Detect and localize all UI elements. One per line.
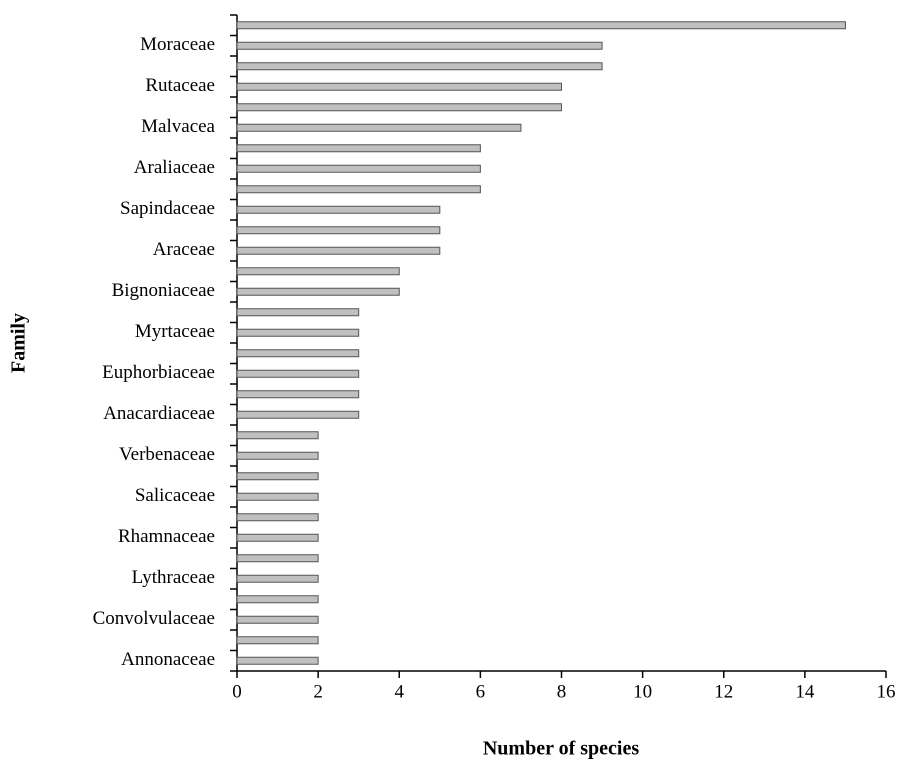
bar — [236, 267, 400, 276]
y-tick-label: Rhamnaceae — [118, 526, 215, 547]
x-tick-label: 14 — [795, 681, 815, 702]
bar — [236, 287, 400, 296]
bar — [236, 164, 481, 173]
bar — [236, 185, 481, 194]
bar — [236, 144, 481, 153]
x-axis-title: Number of species — [483, 738, 639, 760]
y-tick-label: Araliaceae — [134, 157, 215, 178]
bar — [236, 369, 360, 378]
bar — [236, 205, 441, 214]
y-tick-label: Convolvulaceae — [93, 608, 215, 629]
bar — [236, 410, 360, 419]
x-tick-label: 10 — [633, 681, 652, 702]
y-tick-label: Salicaceae — [135, 485, 215, 506]
x-tick-label: 2 — [313, 681, 323, 702]
x-tick-label: 16 — [877, 681, 896, 702]
y-tick-label: Myrtaceae — [135, 321, 215, 342]
bar — [236, 41, 603, 50]
y-tick-label: Moraceae — [140, 34, 215, 55]
bar — [236, 554, 319, 563]
bar — [236, 656, 319, 665]
y-tick-label: Anacardiaceae — [103, 403, 215, 424]
bar — [236, 308, 360, 317]
x-tick-label: 8 — [557, 681, 567, 702]
y-tick-label: Rutaceae — [145, 75, 215, 96]
bar — [236, 513, 319, 522]
bar — [236, 349, 360, 358]
bar — [236, 328, 360, 337]
bar — [236, 472, 319, 481]
bar — [236, 615, 319, 624]
y-tick-label: Verbenaceae — [119, 444, 215, 465]
bar — [236, 246, 441, 255]
y-axis-title: Family — [8, 313, 30, 373]
bar — [236, 451, 319, 460]
bar — [236, 636, 319, 645]
x-tick-label: 0 — [232, 681, 242, 702]
y-tick-label: Araceae — [153, 239, 215, 260]
bar — [236, 492, 319, 501]
bar — [236, 21, 846, 30]
bar — [236, 82, 562, 91]
y-tick-label: Malvacea — [141, 116, 215, 137]
y-tick-label: Bignoniaceae — [112, 280, 215, 301]
bar — [236, 431, 319, 440]
bar — [236, 62, 603, 71]
y-tick-label: Sapindaceae — [120, 198, 215, 219]
bar — [236, 574, 319, 583]
y-tick-label: Annonaceae — [121, 649, 215, 670]
bar — [236, 595, 319, 604]
y-tick-label: Euphorbiaceae — [102, 362, 215, 383]
bar — [236, 103, 562, 112]
y-tick-label: Lythraceae — [132, 567, 215, 588]
x-tick-label: 6 — [476, 681, 486, 702]
bar — [236, 226, 441, 235]
x-tick-label: 4 — [395, 681, 405, 702]
x-tick-label: 12 — [714, 681, 733, 702]
bar — [236, 390, 360, 399]
bar — [236, 533, 319, 542]
bar — [236, 123, 522, 132]
